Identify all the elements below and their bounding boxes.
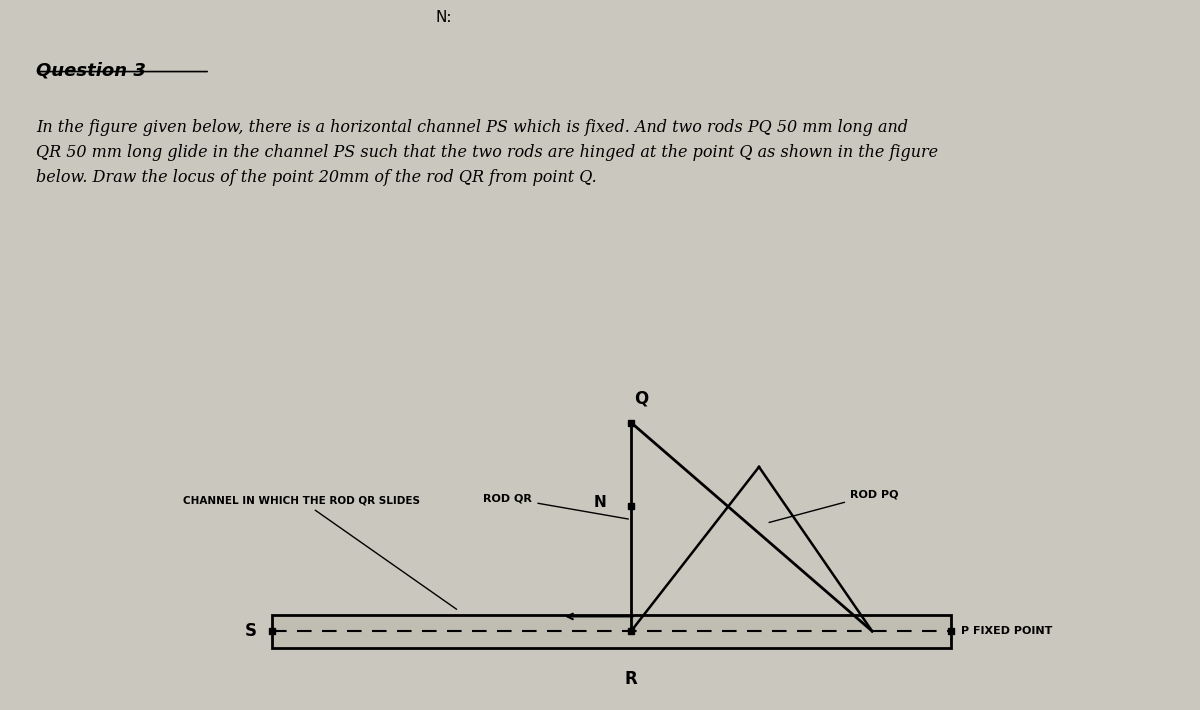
Bar [272, 615, 950, 648]
Text: ROD QR: ROD QR [484, 493, 629, 519]
Text: CHANNEL IN WHICH THE ROD QR SLIDES: CHANNEL IN WHICH THE ROD QR SLIDES [184, 496, 457, 609]
Text: Q: Q [634, 390, 648, 408]
Text: N: N [594, 495, 606, 510]
Text: S: S [245, 622, 257, 640]
Text: ROD PQ: ROD PQ [769, 489, 899, 523]
Text: In the figure given below, there is a horizontal channel PS which is fixed. And : In the figure given below, there is a ho… [36, 119, 938, 186]
Text: R: R [625, 670, 637, 688]
Text: N:: N: [436, 10, 452, 26]
Text: P FIXED POINT: P FIXED POINT [961, 626, 1052, 636]
Text: Question 3: Question 3 [36, 61, 146, 80]
